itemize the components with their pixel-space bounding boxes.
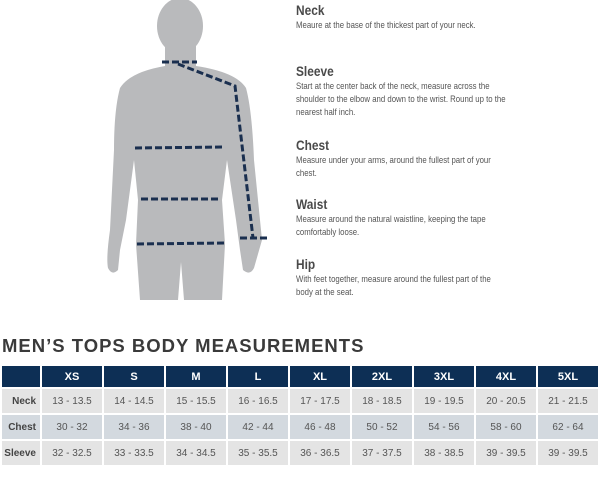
measurement-cell: 13 - 13.5 xyxy=(42,389,102,413)
guide-chest: Chest Measure under your arms, around the… xyxy=(296,137,596,180)
measurement-cell: 34 - 36 xyxy=(104,415,164,439)
guide-sleeve: Sleeve Start at the center back of the ne… xyxy=(296,63,596,119)
table-row: Sleeve 32 - 32.5 33 - 33.5 34 - 34.5 35 - 35… xyxy=(2,441,598,465)
size-header: 3XL xyxy=(414,366,474,387)
row-label: Neck xyxy=(2,389,40,413)
measurement-cell: 34 - 34.5 xyxy=(166,441,226,465)
row-label: Sleeve xyxy=(2,441,40,465)
guide-title: Chest xyxy=(296,137,330,153)
sleeve-tape xyxy=(177,62,255,239)
size-header: 2XL xyxy=(352,366,412,387)
measurement-cell: 19 - 19.5 xyxy=(414,389,474,413)
guide-hip: Hip With feet together, measure around th… xyxy=(296,256,596,299)
measurement-cell: 33 - 33.5 xyxy=(104,441,164,465)
body-silhouette xyxy=(107,0,262,300)
measurement-cell: 18 - 18.5 xyxy=(352,389,412,413)
measurement-cell: 38 - 40 xyxy=(166,415,226,439)
measurement-cell: 39 - 39.5 xyxy=(476,441,536,465)
guide-title: Neck xyxy=(296,2,325,18)
table-row: Chest 30 - 32 34 - 36 38 - 40 42 - 44 46 - 48… xyxy=(2,415,598,439)
measurement-cell: 15 - 15.5 xyxy=(166,389,226,413)
size-header: 5XL xyxy=(538,366,598,387)
size-header: S xyxy=(104,366,164,387)
guide-neck: Neck Meaure at the base of the thickest p… xyxy=(296,2,596,32)
size-header: XL xyxy=(290,366,350,387)
measurement-cell: 39 - 39.5 xyxy=(538,441,598,465)
measurement-cell: 32 - 32.5 xyxy=(42,441,102,465)
guide-text: Meaure at the base of the thickest part … xyxy=(296,20,476,31)
measurement-cell: 21 - 21.5 xyxy=(538,389,598,413)
size-header: 4XL xyxy=(476,366,536,387)
table-row: Neck 13 - 13.5 14 - 14.5 15 - 15.5 16 - 16.5… xyxy=(2,389,598,413)
measurement-cell: 35 - 35.5 xyxy=(228,441,288,465)
measurement-cell: 17 - 17.5 xyxy=(290,389,350,413)
measurement-cell: 20 - 20.5 xyxy=(476,389,536,413)
measurement-cell: 38 - 38.5 xyxy=(414,441,474,465)
measurement-cell: 36 - 36.5 xyxy=(290,441,350,465)
guide-text: With feet together, measure around the f… xyxy=(296,274,491,298)
measurement-cell: 54 - 56 xyxy=(414,415,474,439)
measurement-cell: 30 - 32 xyxy=(42,415,102,439)
corner-cell xyxy=(2,366,40,387)
hip-tape xyxy=(136,241,225,246)
guide-text: Measure around the natural waistline, ke… xyxy=(296,214,486,238)
size-header: XS xyxy=(42,366,102,387)
measurement-cell: 37 - 37.5 xyxy=(352,441,412,465)
measurement-cell: 14 - 14.5 xyxy=(104,389,164,413)
tape-lines xyxy=(134,60,267,246)
measurement-cell: 62 - 64 xyxy=(538,415,598,439)
chest-tape xyxy=(134,145,226,150)
table-title: MEN’S TOPS BODY MEASUREMENTS xyxy=(2,335,365,356)
measurement-cell: 16 - 16.5 xyxy=(228,389,288,413)
body-figure xyxy=(107,0,267,300)
header-row: XS S M L XL 2XL 3XL 4XL 5XL xyxy=(2,366,598,387)
row-label: Chest xyxy=(2,415,40,439)
measurement-cell: 58 - 60 xyxy=(476,415,536,439)
size-header: M xyxy=(166,366,226,387)
guide-title: Sleeve xyxy=(296,63,334,79)
size-header: L xyxy=(228,366,288,387)
measurement-cell: 50 - 52 xyxy=(352,415,412,439)
measurement-cell: 42 - 44 xyxy=(228,415,288,439)
guide-text: Measure under your arms, around the full… xyxy=(296,155,491,179)
guide-title: Hip xyxy=(296,256,316,272)
guide-text: Start at the center back of the neck, me… xyxy=(296,81,506,118)
size-table: XS S M L XL 2XL 3XL 4XL 5XL Neck 13 - 13.5 14 - 14… xyxy=(0,364,600,467)
guide-title: Waist xyxy=(296,196,328,212)
measurement-cell: 46 - 48 xyxy=(290,415,350,439)
guide-waist: Waist Measure around the natural waistlin… xyxy=(296,196,596,239)
